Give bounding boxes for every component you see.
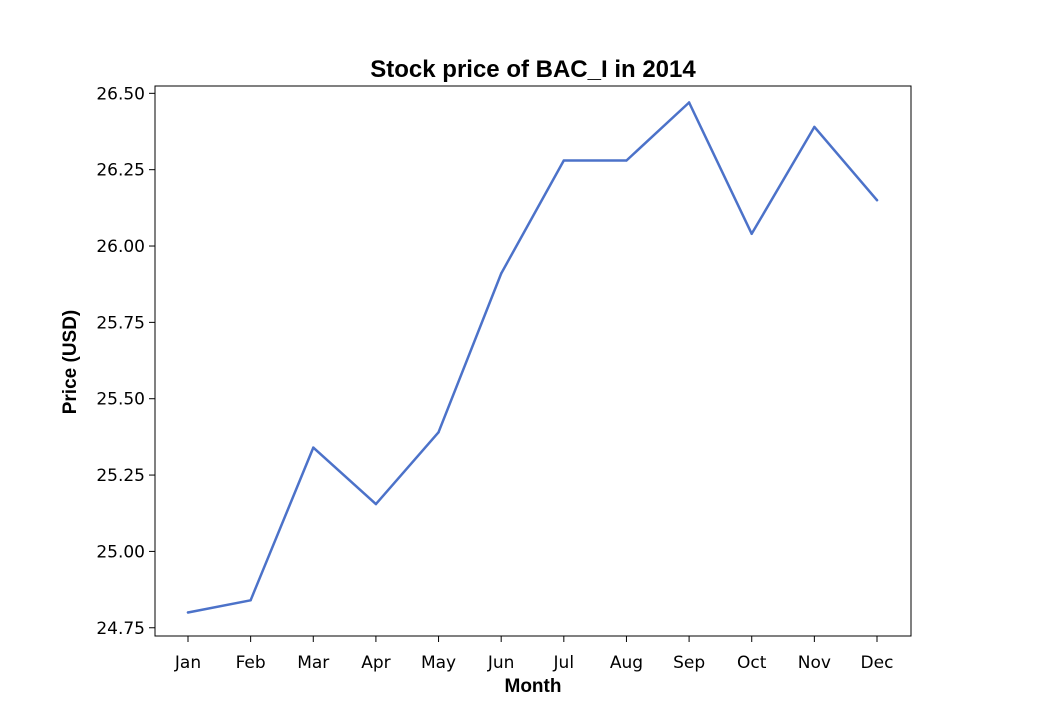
y-tick-label: 24.75 [96, 619, 145, 639]
x-tick-label: Oct [737, 653, 767, 673]
y-tick-label: 26.50 [96, 84, 145, 104]
y-tick-label: 26.25 [96, 161, 145, 181]
x-tick-label: Nov [798, 653, 831, 673]
data-point [750, 232, 753, 236]
data-point [437, 431, 440, 434]
x-tick-label: Jul [553, 653, 575, 673]
x-tick-label: Jun [487, 653, 515, 673]
data-point [875, 199, 879, 202]
series-line [186, 101, 879, 614]
y-axis: 24.75 25.00 25.25 25.50 25.75 26.00 26.25 26.50 [96, 84, 155, 639]
data-point [186, 611, 190, 614]
plot-area-frame [154, 85, 912, 637]
x-tick-label: Sep [673, 653, 705, 673]
x-tick-label: Feb [236, 653, 266, 673]
data-point [374, 502, 378, 506]
x-tick-label: Dec [861, 653, 894, 673]
y-tick-label: 25.25 [96, 466, 145, 486]
data-point [625, 159, 628, 162]
data-point [312, 446, 315, 449]
x-tick-label: Aug [610, 653, 643, 673]
x-tick-label: May [421, 653, 456, 673]
x-axis-label: Month [505, 676, 562, 697]
series-layer [186, 101, 879, 614]
y-tick-label: 25.75 [96, 313, 145, 333]
x-tick-label: Mar [297, 653, 329, 673]
data-point [249, 599, 252, 602]
data-point [562, 159, 566, 162]
y-tick-label: 25.00 [96, 542, 145, 562]
data-point [499, 272, 503, 275]
x-tick-label: Jan [174, 653, 201, 673]
y-axis-label: Price (USD) [60, 310, 81, 415]
x-axis: Jan Feb Mar Apr May Jun Jul Aug Sep Oct Nov Dec [174, 636, 894, 673]
data-point [813, 125, 816, 129]
y-tick-label: 26.00 [96, 237, 145, 257]
x-tick-label: Apr [361, 653, 390, 673]
chart-title: Stock price of BAC_I in 2014 [370, 56, 696, 83]
data-point [687, 101, 691, 104]
y-tick-label: 25.50 [96, 390, 145, 410]
